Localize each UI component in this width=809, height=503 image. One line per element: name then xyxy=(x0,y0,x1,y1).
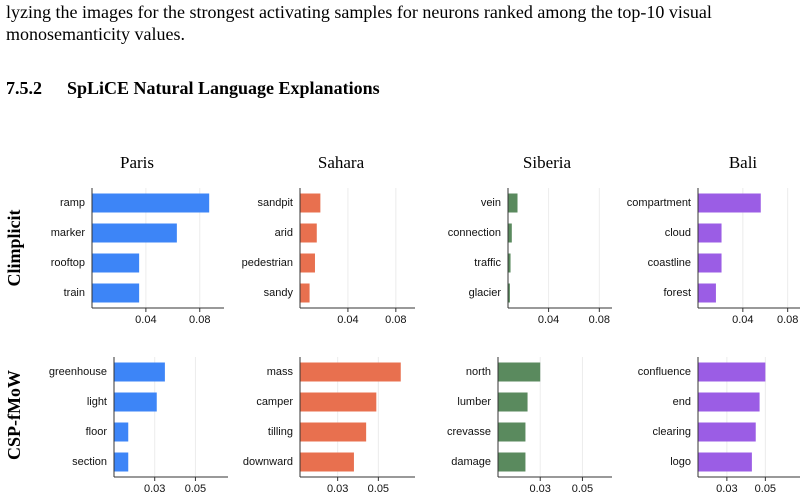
bar xyxy=(300,422,367,442)
bar xyxy=(498,452,526,472)
y-tick-label: floor xyxy=(86,426,108,438)
y-tick-label: downward xyxy=(243,456,293,468)
x-tick-label: 0.03 xyxy=(327,483,348,495)
row-label: Climplicit xyxy=(4,210,24,287)
y-tick-label: light xyxy=(87,396,107,408)
chart-title: Paris xyxy=(120,153,154,172)
bar xyxy=(698,193,761,213)
y-tick-label: glacier xyxy=(469,287,502,299)
y-tick-label: confluence xyxy=(638,366,691,378)
bar xyxy=(698,392,760,412)
y-tick-label: greenhouse xyxy=(49,366,107,378)
x-tick-label: 0.08 xyxy=(777,314,798,326)
y-tick-label: crevasse xyxy=(447,426,491,438)
bar xyxy=(114,422,129,442)
bar xyxy=(300,452,354,472)
y-tick-label: marker xyxy=(51,227,86,239)
x-tick-label: 0.04 xyxy=(732,314,753,326)
y-tick-label: logo xyxy=(670,456,691,468)
bar xyxy=(698,223,722,243)
bar xyxy=(114,452,129,472)
bar xyxy=(698,452,752,472)
bar xyxy=(300,283,310,303)
bar xyxy=(698,422,756,442)
x-tick-label: 0.05 xyxy=(755,483,776,495)
bar xyxy=(92,283,140,303)
y-tick-label: rooftop xyxy=(51,257,85,269)
y-tick-label: tilling xyxy=(268,426,293,438)
x-tick-label: 0.03 xyxy=(716,483,737,495)
y-tick-label: coastline xyxy=(648,257,691,269)
x-tick-label: 0.05 xyxy=(368,483,389,495)
bar xyxy=(114,392,157,412)
bar xyxy=(92,253,140,273)
y-tick-label: ramp xyxy=(60,197,85,209)
bar xyxy=(300,392,377,412)
row-label: CSP-fMoW xyxy=(4,370,24,460)
y-tick-label: sandpit xyxy=(258,197,293,209)
paragraph-line: monosemanticity values. xyxy=(6,24,185,44)
y-tick-label: pedestrian xyxy=(242,257,293,269)
bar xyxy=(300,223,317,243)
bar xyxy=(498,422,526,442)
bar xyxy=(92,223,177,243)
y-tick-label: traffic xyxy=(474,257,501,269)
y-tick-label: compartment xyxy=(627,197,691,209)
y-tick-label: clearing xyxy=(652,426,691,438)
paragraph-line: lyzing the images for the strongest acti… xyxy=(6,2,712,22)
y-tick-label: end xyxy=(673,396,691,408)
chart-title: Siberia xyxy=(523,153,572,172)
y-tick-label: damage xyxy=(451,456,491,468)
x-tick-label: 0.08 xyxy=(189,314,210,326)
x-tick-label: 0.03 xyxy=(530,483,551,495)
y-tick-label: north xyxy=(466,366,491,378)
bar xyxy=(300,253,315,273)
x-tick-label: 0.05 xyxy=(185,483,206,495)
bar xyxy=(508,253,511,273)
y-tick-label: camper xyxy=(256,396,293,408)
chart-title: Bali xyxy=(729,153,758,172)
y-tick-label: section xyxy=(72,456,107,468)
bar xyxy=(698,253,722,273)
bar xyxy=(300,362,401,382)
x-tick-label: 0.04 xyxy=(135,314,156,326)
x-tick-label: 0.04 xyxy=(538,314,559,326)
bar xyxy=(498,362,541,382)
x-tick-label: 0.08 xyxy=(385,314,406,326)
bar xyxy=(698,283,716,303)
y-tick-label: connection xyxy=(448,227,501,239)
bar xyxy=(114,362,165,382)
bar xyxy=(92,193,210,213)
y-tick-label: train xyxy=(64,287,85,299)
bar xyxy=(498,392,528,412)
bar xyxy=(508,283,510,303)
chart-title: Sahara xyxy=(318,153,365,172)
section-number: 7.5.2 xyxy=(6,78,42,98)
y-tick-label: arid xyxy=(275,227,293,239)
y-tick-label: forest xyxy=(663,287,691,299)
bar xyxy=(698,362,766,382)
bar xyxy=(508,223,512,243)
bar xyxy=(300,193,321,213)
y-tick-label: sandy xyxy=(264,287,294,299)
bar xyxy=(508,193,518,213)
x-tick-label: 0.03 xyxy=(144,483,165,495)
x-tick-label: 0.04 xyxy=(337,314,358,326)
y-tick-label: lumber xyxy=(457,396,491,408)
y-tick-label: cloud xyxy=(665,227,691,239)
x-tick-label: 0.05 xyxy=(572,483,593,495)
x-tick-label: 0.08 xyxy=(589,314,610,326)
section-title: SpLiCE Natural Language Explanations xyxy=(67,78,380,98)
y-tick-label: vein xyxy=(481,197,501,209)
y-tick-label: mass xyxy=(267,366,294,378)
